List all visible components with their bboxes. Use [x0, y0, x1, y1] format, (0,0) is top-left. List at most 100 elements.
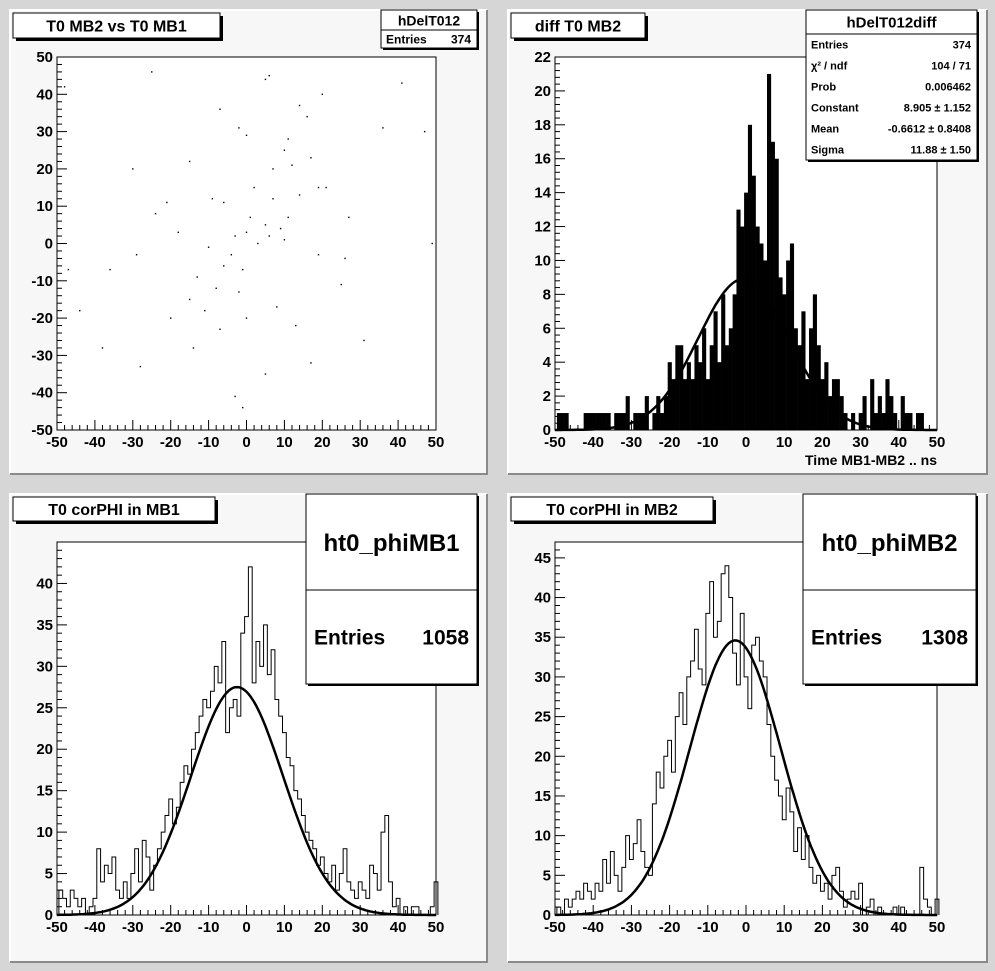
x-tick-label: 40	[390, 919, 407, 936]
x-tick-label: -10	[697, 919, 719, 936]
y-tick-label: 2	[543, 388, 551, 405]
scatter-point	[245, 134, 248, 137]
stats-row-value: 1308	[921, 627, 968, 650]
histogram-bar	[728, 328, 733, 430]
histogram-bar	[747, 124, 753, 431]
histogram-outline	[58, 566, 439, 916]
x-tick-label: 30	[852, 434, 869, 451]
histogram-bar	[835, 379, 840, 430]
x-tick-label: 30	[352, 434, 369, 451]
y-tick-label: 20	[36, 741, 53, 758]
y-tick-label: 35	[36, 617, 53, 634]
histogram-bar	[767, 73, 772, 431]
scatter-point	[249, 216, 251, 219]
scatter-point	[101, 347, 104, 349]
histogram-bar	[587, 413, 592, 430]
stats-row-label: Entries	[386, 32, 427, 46]
scatter-point	[317, 253, 320, 256]
histogram-bar	[560, 413, 565, 430]
pad-bevel-dark	[508, 494, 988, 963]
scatter-point	[177, 231, 179, 234]
histogram-bar	[717, 362, 722, 430]
histogram-bar	[671, 379, 676, 430]
x-axis: -50 -40 -30 -20 -10 0 10 20 30 40 50	[544, 420, 945, 451]
x-tick-label: 50	[428, 919, 445, 936]
histogram-bar	[625, 396, 630, 430]
histogram-bar	[694, 345, 699, 430]
histogram-bar	[755, 226, 760, 430]
pad-bevel-dark	[10, 494, 488, 963]
scatter-point	[287, 138, 289, 140]
histogram-bar	[870, 379, 875, 430]
y-tick-label: -50	[31, 422, 53, 439]
y-tick-label: 18	[534, 117, 551, 134]
x-tick-label: -10	[198, 434, 220, 451]
y-tick-label: 0	[45, 907, 53, 924]
histogram-bar	[667, 362, 672, 430]
histogram-bar	[763, 260, 768, 430]
histogram-bar	[877, 396, 882, 430]
stats-row-label: Entries	[811, 627, 882, 650]
x-tick-label: -40	[84, 919, 106, 936]
y-tick-label: 10	[534, 252, 551, 269]
histogram-bar	[583, 413, 588, 430]
x-tick-label: 10	[776, 434, 793, 451]
scatter-point	[166, 201, 168, 204]
scatter-point	[287, 216, 289, 219]
stats-box	[380, 9, 478, 49]
scatter-point	[321, 93, 323, 95]
scatter-point	[230, 253, 233, 256]
x-tick-label: -40	[84, 434, 106, 451]
stats-row-value: 0.006462	[925, 81, 971, 93]
histogram-bar	[751, 175, 756, 430]
histogram-bar	[637, 413, 642, 430]
x-axis: -50 -40 -30 -20 -10 0 10 20 30 40 50	[46, 905, 444, 936]
y-tick-label: 25	[36, 700, 53, 717]
scatter-point	[264, 224, 267, 226]
stats-row-label: Prob	[811, 81, 836, 93]
scatter-point	[295, 324, 297, 327]
histogram-bar	[843, 413, 848, 430]
title-box	[12, 12, 221, 39]
scatter-point	[382, 127, 384, 129]
histogram-bar	[736, 209, 741, 430]
scatter-point	[238, 127, 240, 129]
x-tick-label: -10	[198, 919, 220, 936]
x-tick-label: 10	[276, 919, 293, 936]
x-tick-label: 50	[929, 919, 946, 936]
y-tick-label: 50	[36, 49, 53, 66]
stats-box-name: hDelT012	[398, 12, 460, 28]
pad-scatter: -50 -40 -30 -20 -10 0 10 20 30 40 50 -50 -40 -30 -20 -1…	[9, 9, 488, 475]
histogram-bar	[724, 345, 730, 430]
scatter-point	[170, 317, 172, 319]
pad-bevel-light	[9, 9, 487, 474]
x-tick-label: 30	[352, 919, 369, 936]
scatter-point	[245, 231, 248, 234]
histogram-bars	[556, 73, 924, 431]
scatter-point	[268, 74, 270, 77]
histogram-bar	[904, 413, 909, 430]
scatter-point	[298, 194, 301, 196]
x-tick-label: 40	[390, 434, 407, 451]
stats-row-label: Sigma	[811, 144, 845, 156]
y-tick-label: 0	[543, 422, 551, 439]
stats-row-value: 374	[953, 39, 972, 51]
x-tick-label: 30	[852, 919, 869, 936]
x-tick-label: -50	[544, 919, 566, 936]
y-tick-label: -40	[31, 385, 53, 402]
y-tick-label: -30	[31, 347, 53, 364]
x-tick-label: -40	[582, 919, 604, 936]
scatter-point	[151, 71, 153, 73]
histogram-bar	[778, 277, 783, 430]
x-tick-label: -50	[46, 919, 68, 936]
histogram-bar	[839, 396, 844, 430]
histogram-bar	[660, 413, 665, 430]
histogram-bar	[885, 379, 890, 430]
histogram-bar	[789, 243, 795, 430]
x-tick-label: 20	[314, 919, 331, 936]
histogram-bar	[873, 413, 879, 430]
histogram-bar	[831, 379, 837, 430]
scatter-point	[223, 265, 225, 267]
x-tick-label: -10	[697, 434, 719, 451]
scatter-point	[272, 198, 274, 200]
